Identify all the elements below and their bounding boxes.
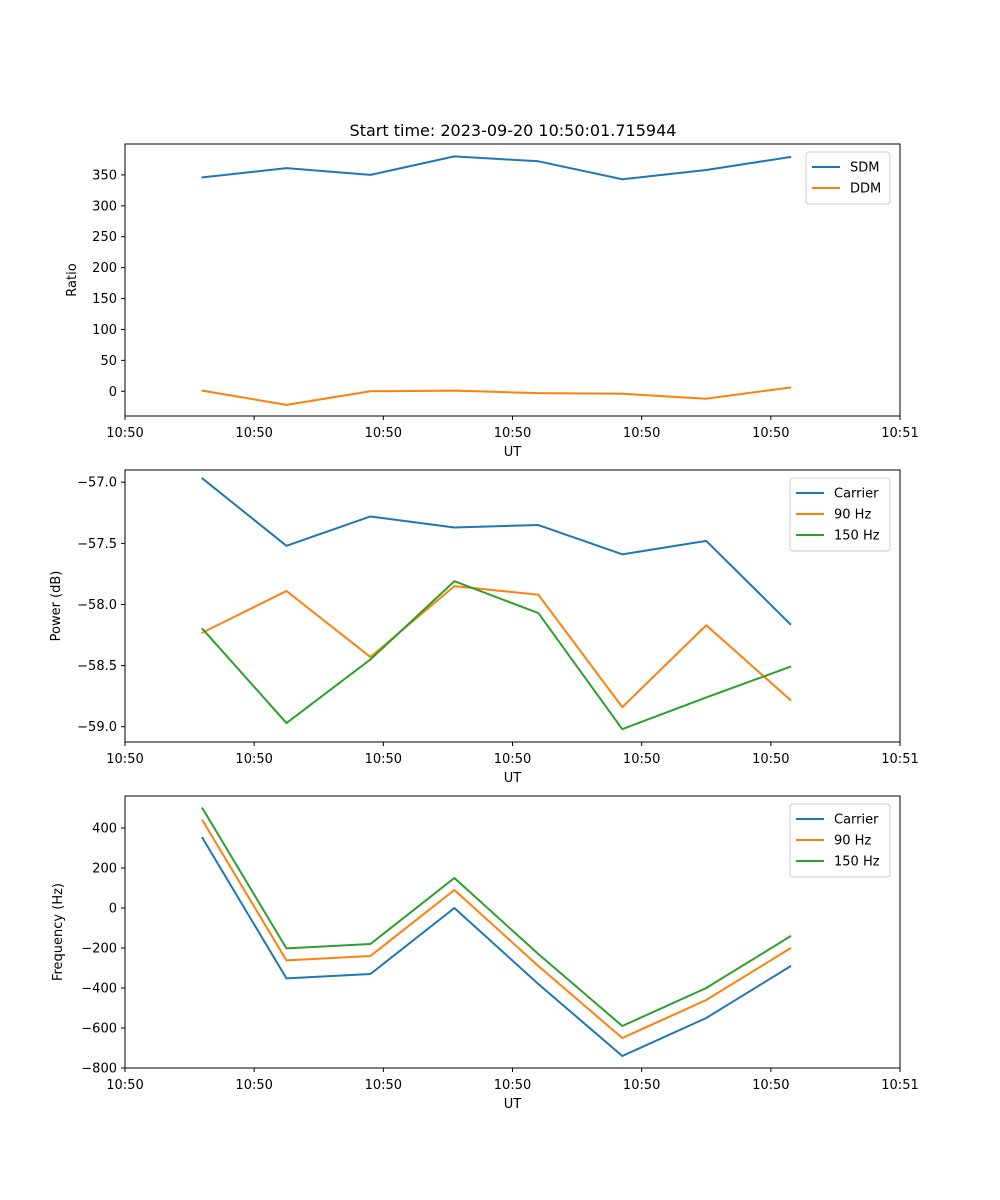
x-tick-label: 10:50 <box>365 752 402 767</box>
x-tick-label: 10:50 <box>235 752 272 767</box>
x-tick-label: 10:51 <box>881 1078 918 1093</box>
y-tick-label: 350 <box>92 168 117 183</box>
series-line-carrier <box>201 477 792 626</box>
x-tick-label: 10:50 <box>106 426 143 441</box>
series-line-sdm <box>201 155 792 181</box>
x-axis-label: UT <box>504 445 522 460</box>
x-tick-label: 10:51 <box>881 752 918 767</box>
x-tick-label: 10:50 <box>494 426 531 441</box>
legend-label: DDM <box>850 182 881 197</box>
figure-title: Start time: 2023-09-20 10:50:01.715944 <box>350 121 677 140</box>
series-line-90-hz <box>201 819 792 1039</box>
x-tick-label: 10:50 <box>623 426 660 441</box>
y-axis-label: Frequency (Hz) <box>51 883 66 981</box>
y-axis-label: Power (dB) <box>49 571 64 642</box>
x-tick-label: 10:50 <box>623 1078 660 1093</box>
legend-label: Carrier <box>834 487 879 502</box>
x-tick-label: 10:50 <box>752 426 789 441</box>
series-line-90-hz <box>201 585 792 709</box>
x-tick-label: 10:50 <box>106 752 143 767</box>
x-tick-label: 10:50 <box>752 752 789 767</box>
y-tick-label: 200 <box>92 261 117 276</box>
y-tick-label: 250 <box>92 230 117 245</box>
y-tick-label: −600 <box>81 1022 117 1037</box>
y-tick-label: 0 <box>109 902 117 917</box>
y-tick-label: 400 <box>92 822 117 837</box>
legend-box <box>805 151 891 205</box>
x-tick-label: 10:51 <box>881 426 918 441</box>
legend-box <box>789 803 891 878</box>
series-line-150-hz <box>201 580 792 731</box>
y-tick-label: 100 <box>92 323 117 338</box>
y-tick-label: −400 <box>81 982 117 997</box>
y-tick-label: −59.0 <box>77 720 117 735</box>
y-tick-label: −200 <box>81 942 117 957</box>
x-tick-label: 10:50 <box>623 752 660 767</box>
y-axis-label: Ratio <box>65 263 80 296</box>
y-tick-label: 0 <box>109 385 117 400</box>
subplot-3: 10:50 10:50 10:50 10:50 10:50 10:50 10:51 −800 −… <box>51 795 919 1112</box>
y-tick-label: −58.0 <box>77 598 117 613</box>
y-tick-label: 50 <box>100 354 117 369</box>
legend-label: SDM <box>850 161 879 176</box>
legend: SDM DDM <box>805 151 891 205</box>
legend-box <box>789 477 891 552</box>
x-tick-label: 10:50 <box>365 1078 402 1093</box>
x-tick-label: 10:50 <box>235 1078 272 1093</box>
legend: Carrier 90 Hz 150 Hz <box>789 477 891 552</box>
series-line-carrier <box>201 836 792 1057</box>
x-tick-label: 10:50 <box>106 1078 143 1093</box>
y-tick-label: −800 <box>81 1062 117 1077</box>
subplot-2: 10:50 10:50 10:50 10:50 10:50 10:50 10:51 −59.0… <box>49 469 919 786</box>
y-tick-label: 150 <box>92 292 117 307</box>
x-tick-label: 10:50 <box>235 426 272 441</box>
x-tick-label: 10:50 <box>494 1078 531 1093</box>
legend-label: 150 Hz <box>834 855 880 870</box>
legend-label: 90 Hz <box>834 508 871 523</box>
y-tick-label: −57.0 <box>77 476 117 491</box>
y-tick-label: −57.5 <box>77 537 117 552</box>
x-tick-label: 10:50 <box>494 752 531 767</box>
x-tick-label: 10:50 <box>365 426 402 441</box>
subplot-1: 10:50 10:50 10:50 10:50 10:50 10:50 10:51 0 50 10… <box>65 143 919 460</box>
y-tick-label: 200 <box>92 862 117 877</box>
x-axis-label: UT <box>504 1097 522 1112</box>
x-axis-label: UT <box>504 771 522 786</box>
legend-label: 150 Hz <box>834 529 880 544</box>
y-tick-label: 300 <box>92 199 117 214</box>
legend: Carrier 90 Hz 150 Hz <box>789 803 891 878</box>
y-tick-label: −58.5 <box>77 659 117 674</box>
series-line-150-hz <box>201 807 792 1027</box>
plots: 10:50 10:50 10:50 10:50 10:50 10:50 10:51 0 50 10… <box>49 143 919 1112</box>
x-tick-label: 10:50 <box>752 1078 789 1093</box>
legend-label: 90 Hz <box>834 834 871 849</box>
legend-label: Carrier <box>834 813 879 828</box>
series-line-ddm <box>201 386 792 406</box>
